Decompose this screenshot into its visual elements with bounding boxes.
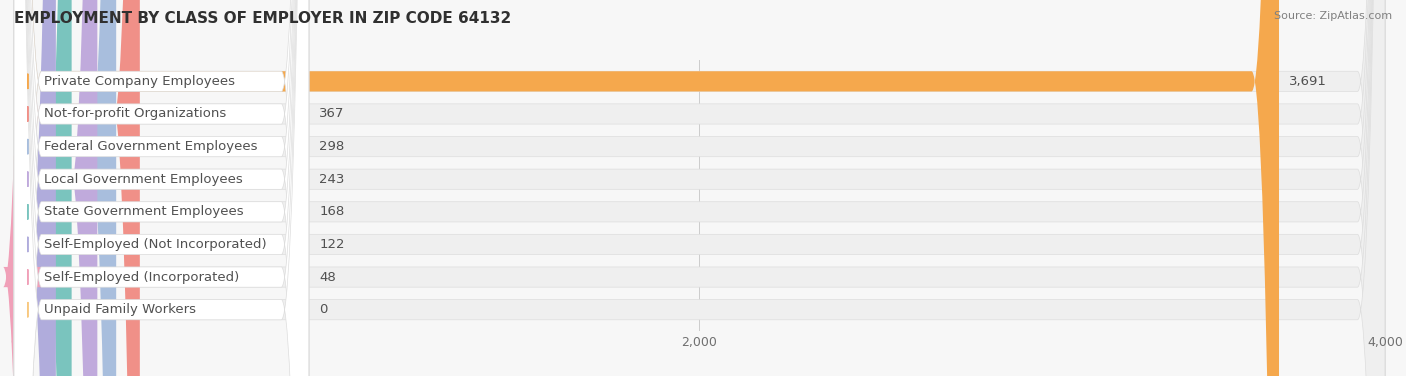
FancyBboxPatch shape — [14, 0, 1385, 376]
FancyBboxPatch shape — [14, 0, 1385, 376]
FancyBboxPatch shape — [14, 0, 117, 376]
Text: 3,691: 3,691 — [1289, 75, 1327, 88]
FancyBboxPatch shape — [14, 0, 56, 376]
FancyBboxPatch shape — [14, 0, 309, 376]
Text: Not-for-profit Organizations: Not-for-profit Organizations — [44, 108, 226, 120]
Text: Self-Employed (Incorporated): Self-Employed (Incorporated) — [44, 271, 239, 284]
FancyBboxPatch shape — [14, 0, 309, 376]
FancyBboxPatch shape — [14, 0, 139, 376]
FancyBboxPatch shape — [14, 0, 309, 376]
FancyBboxPatch shape — [14, 0, 1385, 376]
Text: Local Government Employees: Local Government Employees — [44, 173, 243, 186]
FancyBboxPatch shape — [14, 0, 309, 376]
Text: State Government Employees: State Government Employees — [44, 205, 243, 218]
FancyBboxPatch shape — [14, 0, 72, 376]
Text: Source: ZipAtlas.com: Source: ZipAtlas.com — [1274, 11, 1392, 21]
FancyBboxPatch shape — [14, 0, 1385, 376]
FancyBboxPatch shape — [14, 0, 309, 376]
FancyBboxPatch shape — [14, 0, 97, 376]
Text: Federal Government Employees: Federal Government Employees — [44, 140, 257, 153]
FancyBboxPatch shape — [14, 0, 1385, 376]
FancyBboxPatch shape — [14, 0, 309, 376]
Text: 243: 243 — [319, 173, 344, 186]
Text: 168: 168 — [319, 205, 344, 218]
FancyBboxPatch shape — [14, 0, 1385, 376]
FancyBboxPatch shape — [14, 0, 1385, 376]
Text: 367: 367 — [319, 108, 344, 120]
Text: 122: 122 — [319, 238, 344, 251]
FancyBboxPatch shape — [14, 0, 1279, 376]
Text: Self-Employed (Not Incorporated): Self-Employed (Not Incorporated) — [44, 238, 267, 251]
Text: Private Company Employees: Private Company Employees — [44, 75, 235, 88]
Text: Unpaid Family Workers: Unpaid Family Workers — [44, 303, 197, 316]
FancyBboxPatch shape — [14, 0, 1385, 376]
FancyBboxPatch shape — [14, 0, 309, 376]
Text: 298: 298 — [319, 140, 344, 153]
Text: EMPLOYMENT BY CLASS OF EMPLOYER IN ZIP CODE 64132: EMPLOYMENT BY CLASS OF EMPLOYER IN ZIP C… — [14, 11, 512, 26]
Text: 48: 48 — [319, 271, 336, 284]
FancyBboxPatch shape — [3, 0, 42, 376]
FancyBboxPatch shape — [14, 0, 309, 376]
Text: 0: 0 — [319, 303, 328, 316]
